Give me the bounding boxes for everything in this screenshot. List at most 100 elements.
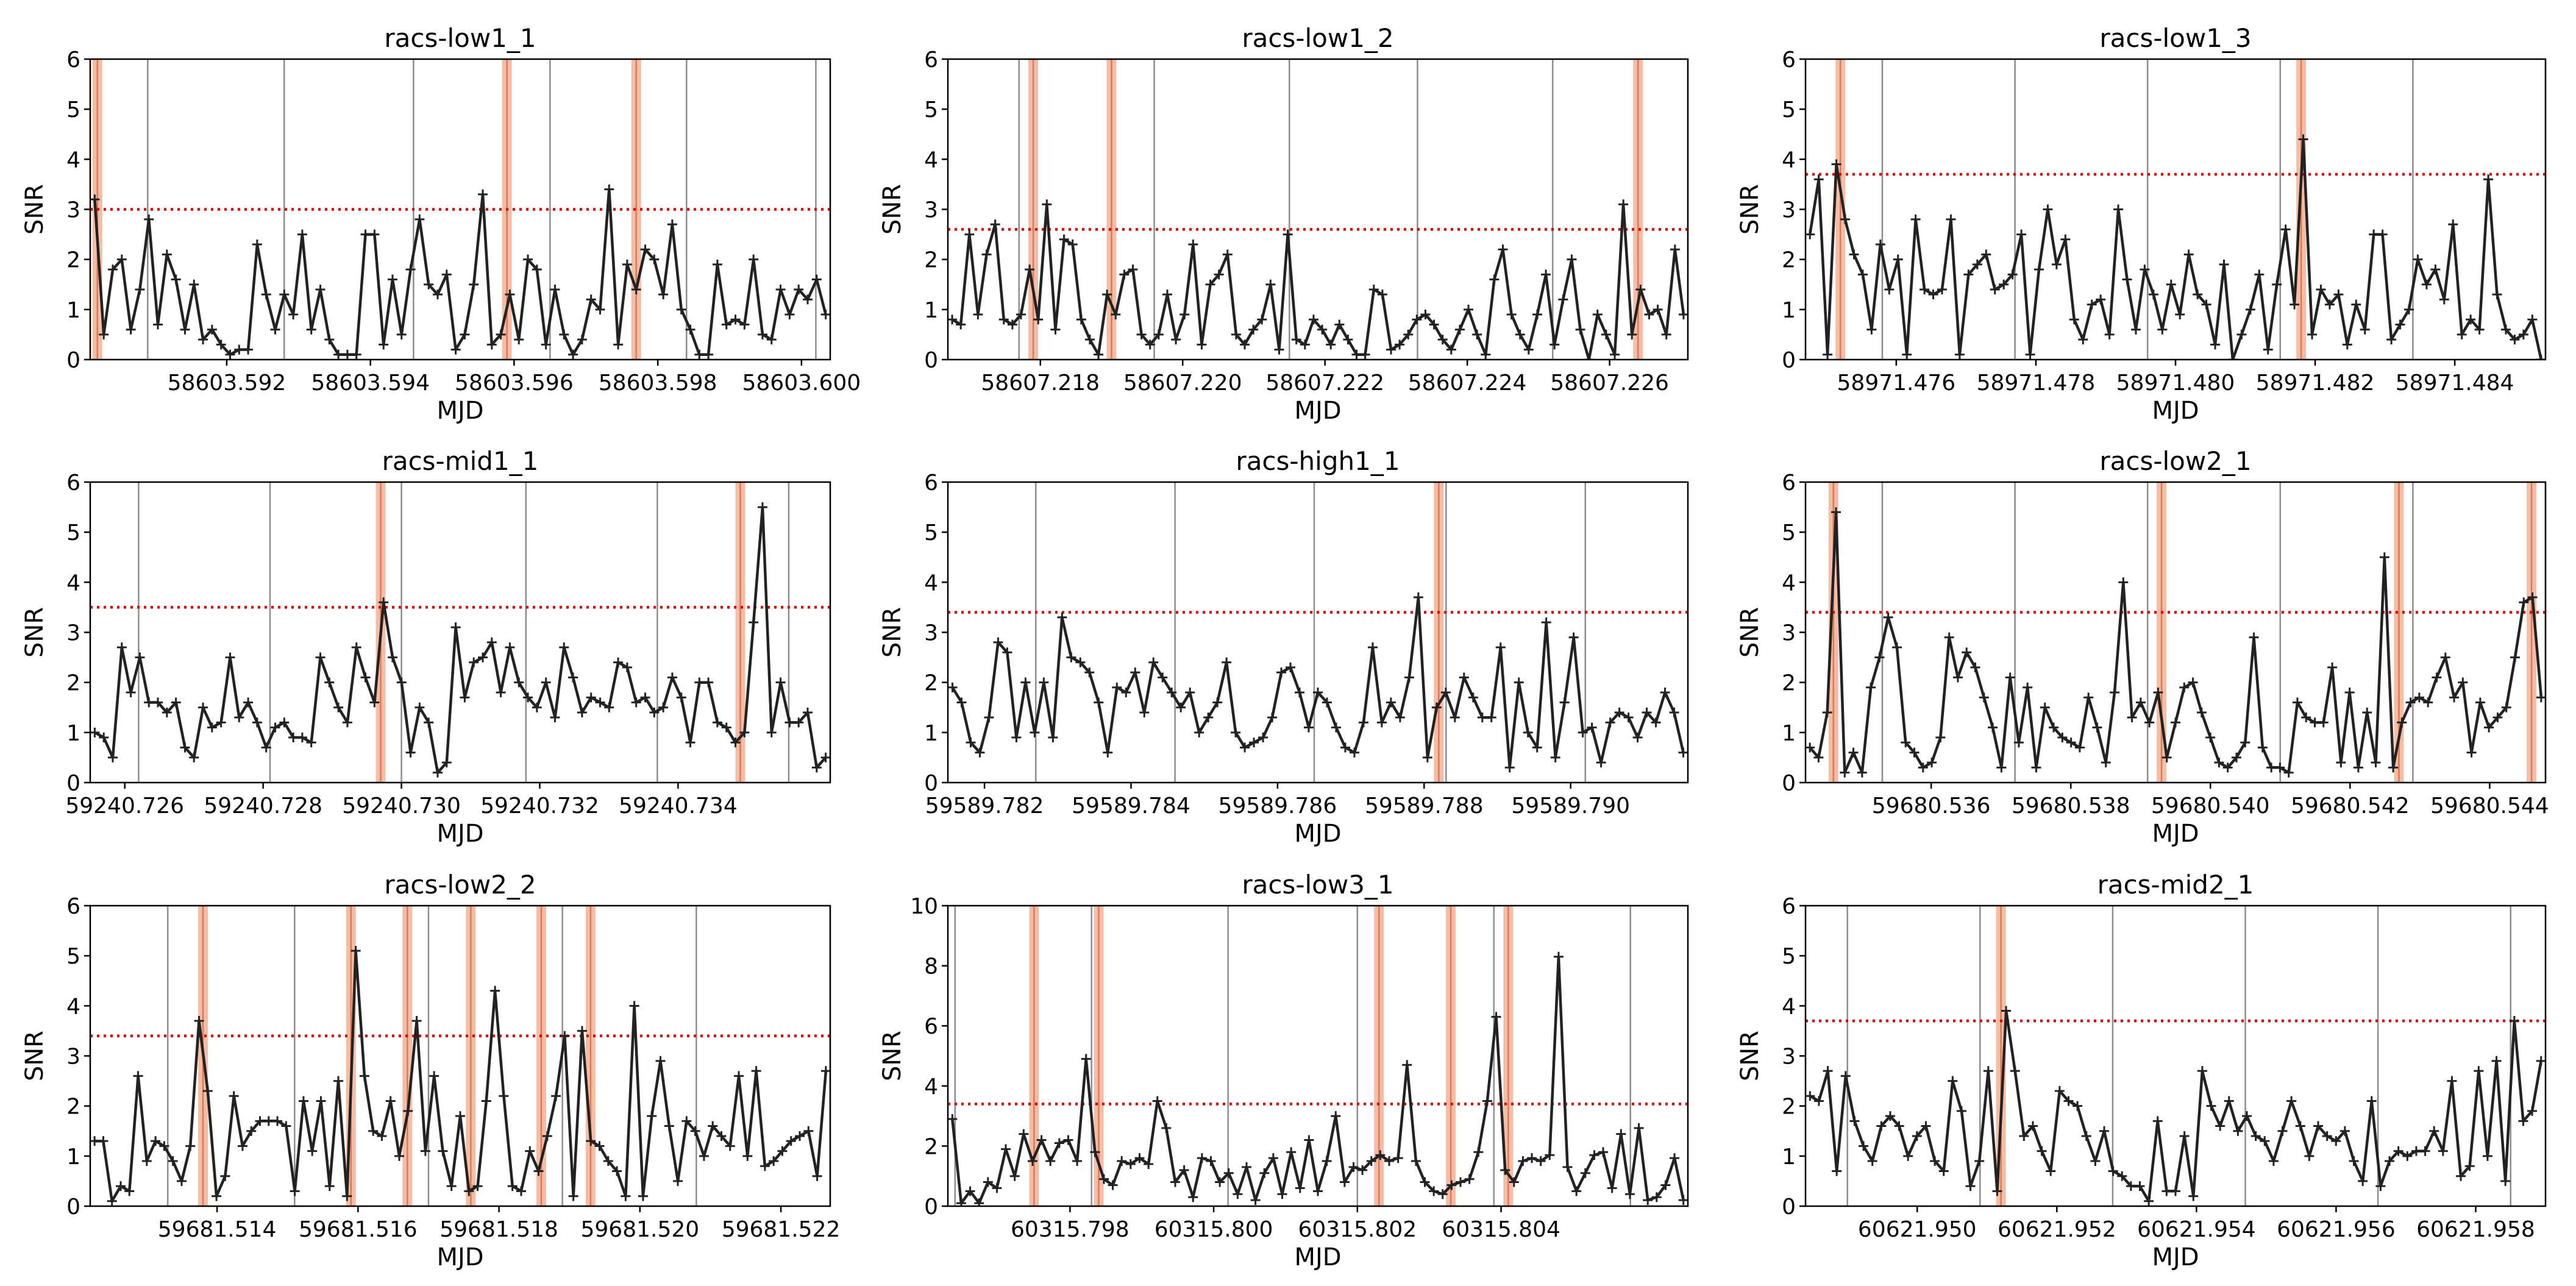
- data-point-marker: [2135, 1181, 2145, 1192]
- data-point-marker: [1578, 727, 1588, 737]
- data-point-marker: [1277, 1189, 1287, 1199]
- data-point-marker: [1928, 290, 1938, 300]
- data-point-marker: [272, 1116, 283, 1126]
- y-tick-label: 6: [1782, 894, 1796, 919]
- data-point-marker: [2375, 1181, 2386, 1192]
- data-point-marker: [739, 319, 750, 330]
- axes-frame: [89, 481, 831, 784]
- y-tick-label: 1: [66, 721, 80, 746]
- data-point-marker: [2037, 1146, 2047, 1156]
- data-point-marker: [1050, 324, 1061, 335]
- data-point-marker: [1627, 329, 1637, 339]
- data-point-marker: [975, 747, 985, 758]
- data-point-marker: [2260, 1136, 2270, 1146]
- data-point-marker: [2395, 319, 2405, 330]
- data-point-marker: [1265, 279, 1276, 290]
- y-tick-label: 3: [924, 621, 938, 646]
- data-point-marker: [460, 692, 470, 703]
- data-point-marker: [1059, 234, 1069, 244]
- data-point-marker: [415, 214, 425, 224]
- data-point-marker: [1592, 310, 1603, 320]
- data-point-marker: [2254, 269, 2265, 280]
- data-point-marker: [108, 265, 118, 275]
- data-point-marker: [1568, 632, 1579, 642]
- data-point-marker: [2215, 1121, 2226, 1131]
- y-tick-label: 5: [924, 98, 938, 123]
- data-point-marker: [2019, 1131, 2029, 1141]
- data-point-marker: [2482, 1151, 2492, 1161]
- y-tick-label: 6: [66, 471, 80, 496]
- data-point-marker: [2275, 762, 2285, 773]
- data-point-marker: [1660, 1180, 1671, 1190]
- data-point-marker: [1937, 284, 1948, 294]
- data-point-marker: [279, 290, 290, 300]
- data-point-marker: [629, 1001, 639, 1011]
- data-point-marker: [478, 189, 488, 199]
- x-tick-label: 60315.802: [1298, 1217, 1417, 1242]
- data-point-marker: [749, 254, 759, 265]
- data-point-marker: [2101, 758, 2111, 768]
- data-point-marker: [1348, 1162, 1359, 1172]
- data-point-marker: [1214, 269, 1224, 280]
- data-point-marker: [594, 1141, 605, 1151]
- data-point-marker: [708, 1121, 718, 1131]
- data-point-marker: [1972, 259, 1982, 269]
- subplot-title: racs-low2_1: [2099, 446, 2251, 476]
- data-point-marker: [333, 1076, 344, 1086]
- data-point-marker: [1429, 319, 1439, 330]
- data-point-marker: [649, 707, 660, 717]
- data-point-marker: [180, 742, 190, 753]
- data-point-marker: [360, 229, 371, 240]
- data-point-marker: [1179, 310, 1190, 320]
- data-point-marker: [685, 737, 696, 748]
- data-point-marker: [405, 747, 416, 758]
- data-point-marker: [1011, 733, 1022, 743]
- y-tick-label: 0: [924, 771, 938, 796]
- data-point-marker: [450, 622, 461, 633]
- data-point-marker: [1832, 1166, 1842, 1176]
- data-point-marker: [541, 677, 551, 687]
- snr-series-line: [951, 955, 1685, 1205]
- data-point-marker: [2447, 1076, 2457, 1086]
- data-point-marker: [2249, 632, 2259, 642]
- data-point-marker: [1575, 324, 1585, 335]
- snr-series-line: [1809, 1009, 2542, 1203]
- data-point-marker: [1206, 1156, 1216, 1167]
- data-point-marker: [441, 269, 452, 280]
- subplot-title: racs-low2_2: [384, 870, 536, 900]
- data-point-marker: [1910, 214, 1921, 224]
- data-point-marker: [1231, 727, 1241, 737]
- data-point-marker: [297, 733, 307, 743]
- x-axis-label: MJD: [436, 1243, 483, 1271]
- data-point-marker: [2153, 687, 2163, 698]
- data-point-marker: [1990, 284, 2000, 294]
- x-tick-label: 59240.728: [204, 794, 322, 819]
- data-point-marker: [694, 677, 705, 687]
- x-tick-label: 58971.482: [2256, 371, 2375, 396]
- data-point-marker: [1295, 1183, 1305, 1193]
- data-point-marker: [1030, 727, 1040, 737]
- data-point-marker: [1857, 269, 1868, 280]
- data-point-marker: [1036, 1135, 1047, 1145]
- data-point-marker: [1616, 1129, 1626, 1139]
- data-point-marker: [261, 290, 271, 300]
- data-point-marker: [2449, 692, 2460, 703]
- subplot-title: racs-low1_3: [2099, 23, 2251, 53]
- data-point-marker: [2366, 1096, 2377, 1106]
- data-point-marker: [757, 329, 767, 339]
- data-point-marker: [1075, 657, 1086, 667]
- data-point-marker: [1331, 1111, 1341, 1121]
- data-point-marker: [2423, 697, 2433, 708]
- data-point-marker: [956, 697, 967, 708]
- data-point-marker: [315, 652, 326, 663]
- data-point-marker: [2448, 219, 2458, 230]
- data-point-marker: [532, 702, 542, 712]
- data-point-marker: [1962, 647, 1972, 658]
- data-point-marker: [766, 335, 777, 345]
- data-point-marker: [956, 1198, 966, 1206]
- data-point-marker: [2140, 265, 2150, 275]
- data-point-marker: [2206, 1101, 2216, 1111]
- data-point-marker: [261, 742, 271, 753]
- data-point-marker: [1286, 663, 1296, 673]
- data-point-marker: [90, 194, 100, 205]
